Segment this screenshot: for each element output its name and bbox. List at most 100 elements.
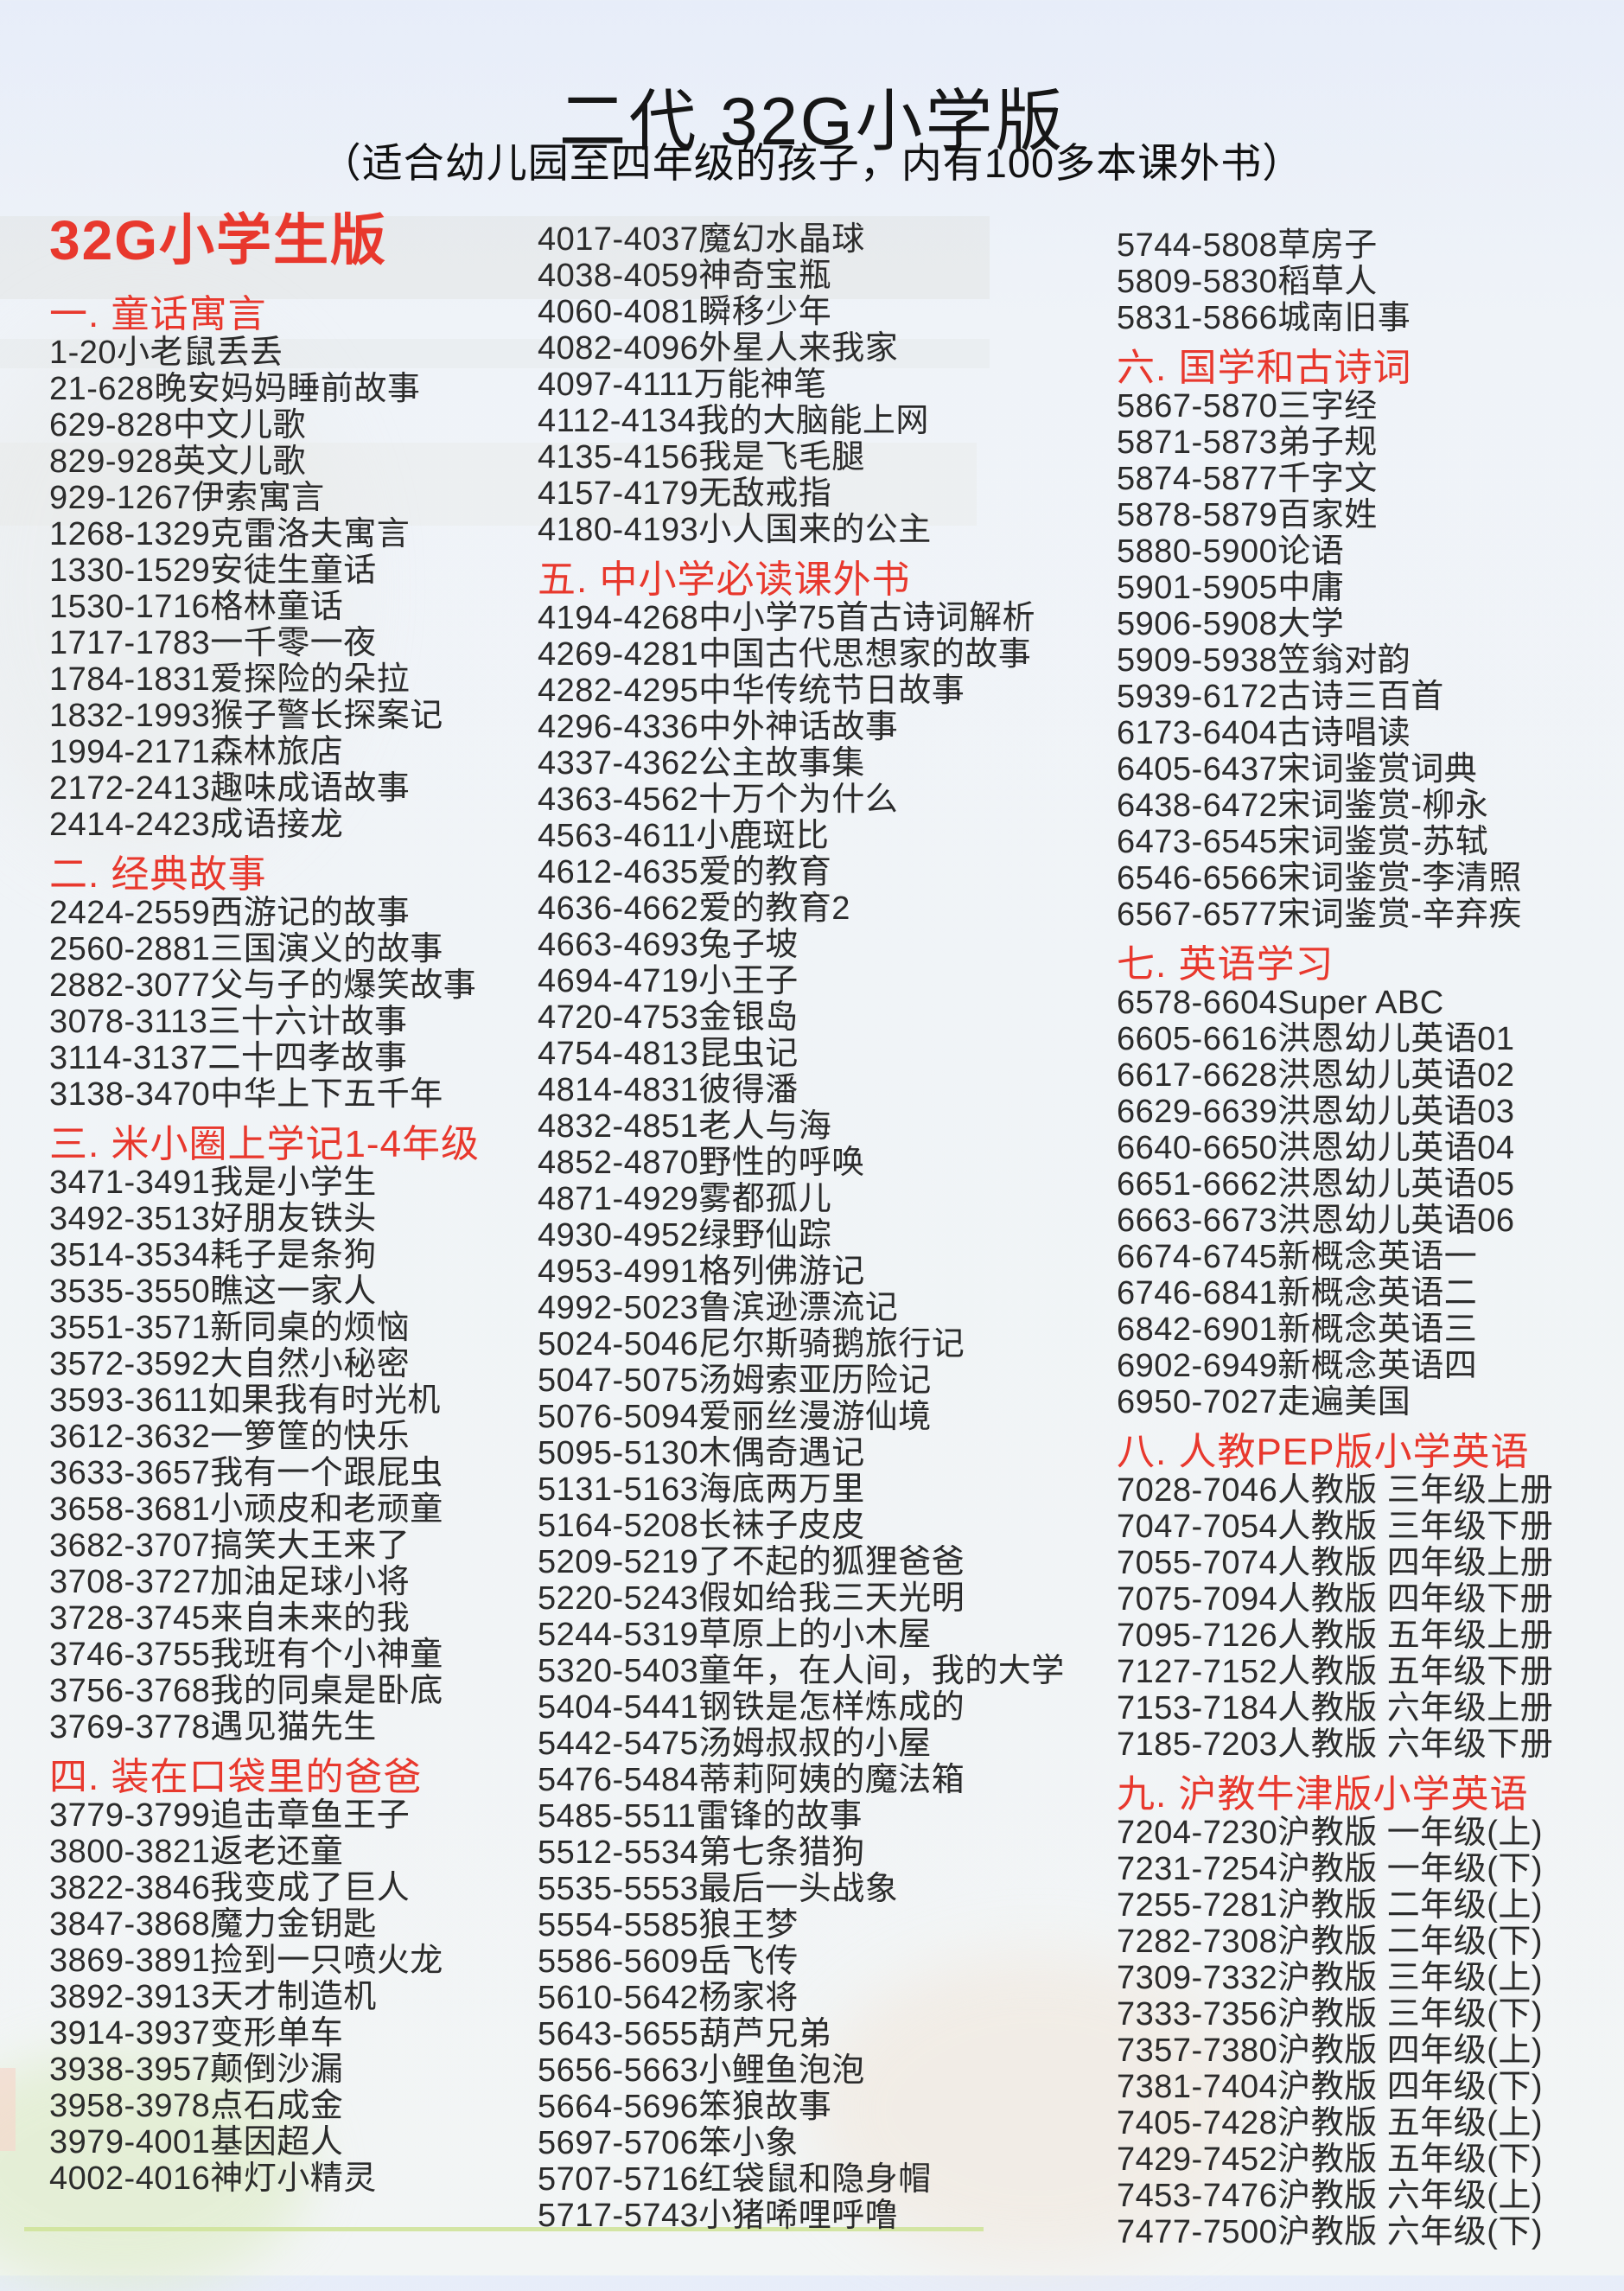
list-item: 7309-7332沪教版 三年级(上)	[1117, 1960, 1544, 1996]
list-item: 1994-2171森林旅店	[49, 734, 344, 770]
list-item: 3847-3868魔力金钥匙	[49, 1906, 377, 1943]
list-item: 3682-3707搞笑大王来了	[49, 1528, 411, 1564]
list-item: 3869-3891捡到一只喷火龙	[49, 1943, 443, 1979]
section-title: 二. 经典故事	[49, 853, 267, 896]
list-item: 4871-4929雾都孤儿	[538, 1181, 832, 1217]
list-item: 5610-5642杨家将	[538, 1980, 799, 2016]
section-title: 三. 米小圈上学记1-4年级	[49, 1123, 481, 1165]
list-item: 4296-4336中外神话故事	[538, 709, 899, 745]
list-item: 5871-5873弟子规	[1117, 424, 1378, 461]
list-item: 3800-3821返老还童	[49, 1834, 344, 1870]
list-item: 1832-1993猴子警长探案记	[49, 698, 443, 734]
list-item: 3979-4001基因超人	[49, 2124, 344, 2160]
list-item: 3769-3778遇见猫先生	[49, 1709, 377, 1745]
list-item: 6473-6545宋词鉴赏-苏轼	[1117, 824, 1489, 860]
list-item: 21-628晚安妈妈睡前故事	[49, 371, 421, 407]
list-item: 2882-3077父与子的爆笑故事	[49, 967, 477, 1004]
column-right: 5744-5808草房子 5809-5830稻草人 5831-5866城南旧事 六. …	[1117, 227, 1623, 2250]
list-item: 3822-3846我变成了巨人	[49, 1870, 411, 1906]
list-item: 3138-3470中华上下五千年	[49, 1076, 443, 1113]
list-item: 4112-4134我的大脑能上网	[538, 403, 929, 439]
list-item: 7028-7046人教版 三年级上册	[1117, 1472, 1554, 1509]
list-item: 5707-5716红袋鼠和隐身帽	[538, 2161, 932, 2198]
list-item: 1717-1783一千零一夜	[49, 625, 377, 661]
list-item: 5909-5938笠翁对韵	[1117, 642, 1411, 679]
list-item: 1268-1329克雷洛夫寓言	[49, 516, 411, 552]
list-item: 7405-7428沪教版 五年级(上)	[1117, 2105, 1544, 2141]
list-item: 5131-5163海底两万里	[538, 1471, 865, 1508]
list-item: 5164-5208长袜子皮皮	[538, 1508, 865, 1544]
list-item: 3728-3745来自未来的我	[49, 1600, 411, 1637]
list-item: 929-1267伊索寓言	[49, 480, 325, 516]
list-item: 7095-7126人教版 五年级上册	[1117, 1618, 1554, 1654]
list-item: 4612-4635爱的教育	[538, 854, 832, 890]
list-item: 5244-5319草原上的小木屋	[538, 1617, 932, 1653]
list-item: 6640-6650洪恩幼儿英语04	[1117, 1130, 1515, 1166]
list-item: 4953-4991格列佛游记	[538, 1254, 865, 1290]
list-item: 5664-5696笨狼故事	[538, 2089, 832, 2125]
list-item: 3492-3513好朋友铁头	[49, 1201, 377, 1237]
list-item: 1-20小老鼠丢丢	[49, 335, 283, 371]
list-item: 7185-7203人教版 六年级下册	[1117, 1726, 1554, 1763]
list-item: 5209-5219了不起的狐狸爸爸	[538, 1544, 965, 1580]
list-item: 5404-5441钢铁是怎样炼成的	[538, 1689, 965, 1726]
list-item: 4720-4753金银岛	[538, 999, 799, 1036]
list-item: 3612-3632一箩筐的快乐	[49, 1419, 411, 1455]
list-item: 7204-7230沪教版 一年级(上)	[1117, 1815, 1544, 1851]
list-item: 4694-4719小王子	[538, 963, 799, 999]
list-item: 3779-3799追击章鱼王子	[49, 1797, 411, 1834]
list-item: 5717-5743小猪唏哩呼噜	[538, 2198, 899, 2234]
list-item: 7453-7476沪教版 六年级(上)	[1117, 2178, 1544, 2214]
list-item: 6902-6949新概念英语四	[1117, 1348, 1478, 1384]
list-item: 3958-3978点石成金	[49, 2088, 344, 2124]
page-subtitle: （适合幼儿园至四年级的孩子，内有100多本课外书）	[320, 140, 1304, 186]
column-middle: 4017-4037魔幻水晶球 4038-4059神奇宝瓶 4060-4081瞬移少年…	[538, 221, 1118, 2234]
list-item: 5512-5534第七条猎狗	[538, 1835, 865, 1871]
edition-badge: 32G小学生版	[49, 209, 387, 271]
list-item: 4194-4268中小学75首古诗词解析	[538, 600, 1035, 636]
list-item: 6842-6901新概念英语三	[1117, 1311, 1478, 1348]
page-title: 二代 32G小学版	[558, 83, 1066, 160]
list-item: 5476-5484蒂莉阿姨的魔法箱	[538, 1762, 965, 1798]
list-item: 7231-7254沪教版 一年级(下)	[1117, 1851, 1544, 1887]
list-item: 3746-3755我班有个小神童	[49, 1637, 443, 1673]
list-item: 3938-3957颠倒沙漏	[49, 2052, 344, 2088]
list-item: 5076-5094爱丽丝漫游仙境	[538, 1399, 932, 1435]
list-item: 3078-3113三十六计故事	[49, 1004, 408, 1040]
list-item: 6578-6604Super ABC	[1117, 985, 1444, 1021]
list-item: 7055-7074人教版 四年级上册	[1117, 1545, 1554, 1581]
list-item: 6546-6566宋词鉴赏-李清照	[1117, 860, 1522, 897]
list-item: 2560-2881三国演义的故事	[49, 931, 443, 967]
list-item: 5939-6172古诗三百首	[1117, 679, 1444, 715]
section-title: 四. 装在口袋里的爸爸	[49, 1756, 423, 1798]
list-item: 6173-6404古诗唱读	[1117, 715, 1411, 751]
list-item: 7282-7308沪教版 二年级(下)	[1117, 1924, 1544, 1960]
list-item: 6746-6841新概念英语二	[1117, 1275, 1478, 1311]
list-item: 7381-7404沪教版 四年级(下)	[1117, 2069, 1544, 2105]
list-item: 3572-3592大自然小秘密	[49, 1346, 411, 1382]
list-item: 4563-4611小鹿斑比	[538, 818, 830, 854]
list-item: 3708-3727加油足球小将	[49, 1564, 411, 1600]
list-item: 3471-3491我是小学生	[49, 1165, 377, 1201]
list-item: 7153-7184人教版 六年级上册	[1117, 1690, 1554, 1726]
list-item: 4814-4831彼得潘	[538, 1072, 799, 1108]
list-item: 5867-5870三字经	[1117, 388, 1378, 424]
section-title: 八. 人教PEP版小学英语	[1117, 1431, 1530, 1473]
list-item: 6438-6472宋词鉴赏-柳永	[1117, 788, 1489, 824]
list-item: 7477-7500沪教版 六年级(下)	[1117, 2214, 1544, 2250]
list-item: 2172-2413趣味成语故事	[49, 770, 411, 807]
list-item: 829-928英文儿歌	[49, 444, 306, 480]
list-item: 3593-3611如果我有时光机	[49, 1382, 441, 1419]
list-item: 2424-2559西游记的故事	[49, 895, 411, 931]
list-item: 4097-4111万能神笔	[538, 367, 827, 403]
list-item: 5586-5609岳飞传	[538, 1943, 799, 1980]
list-item: 1330-1529安徒生童话	[49, 552, 377, 589]
list-item: 5047-5075汤姆索亚历险记	[538, 1362, 932, 1399]
list-item: 6567-6577宋词鉴赏-辛弃疾	[1117, 897, 1522, 933]
list-item: 1530-1716格林童话	[49, 589, 344, 625]
list-item: 5643-5655葫芦兄弟	[538, 2016, 832, 2052]
list-item: 4157-4179无敌戒指	[538, 475, 832, 512]
list-item: 6663-6673洪恩幼儿英语06	[1117, 1203, 1515, 1239]
list-item: 5906-5908大学	[1117, 606, 1345, 642]
list-item: 4180-4193小人国来的公主	[538, 512, 932, 548]
